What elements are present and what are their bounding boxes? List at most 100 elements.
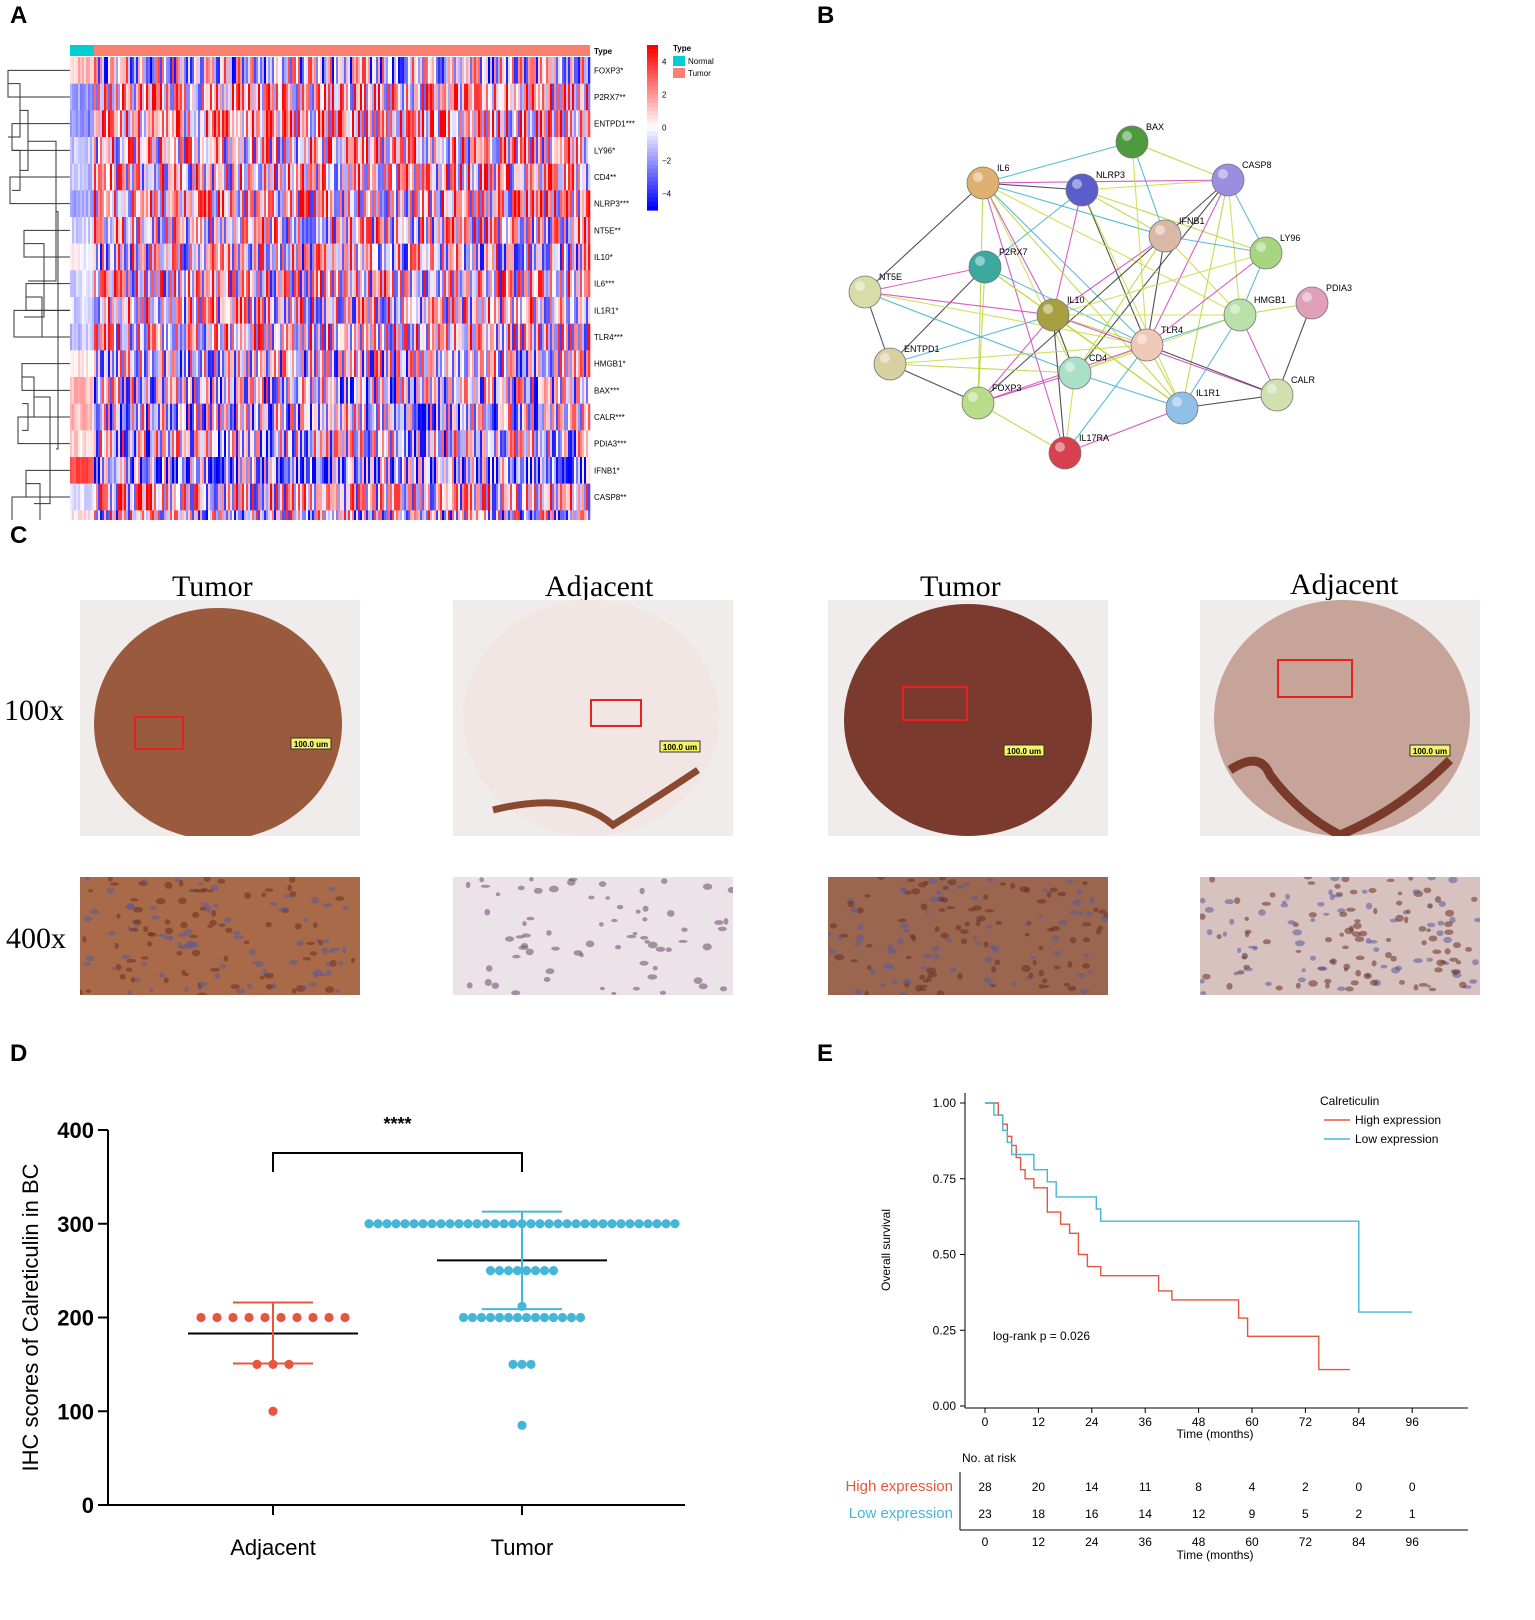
heatmap-cell xyxy=(426,457,429,484)
heatmap-cell xyxy=(218,430,221,458)
heatmap-cell xyxy=(464,430,467,458)
heatmap-cell xyxy=(198,483,201,511)
heatmap-cell xyxy=(462,510,465,520)
heatmap-cell xyxy=(432,377,435,404)
heatmap-cell xyxy=(438,137,441,164)
heatmap-cell xyxy=(514,163,517,191)
heatmap-cell xyxy=(96,377,99,404)
heatmap-cell xyxy=(452,350,455,378)
heatmap-cell xyxy=(292,297,295,324)
colorbar-step xyxy=(647,111,658,116)
heatmap-cell xyxy=(540,350,543,378)
heatmap-cell xyxy=(454,83,457,111)
heatmap-cell xyxy=(134,137,137,164)
heatmap-cell xyxy=(220,510,223,520)
heatmap-cell xyxy=(80,270,83,298)
heatmap-cell xyxy=(502,403,505,431)
heatmap-cell xyxy=(578,430,581,458)
heatmap-cell xyxy=(140,243,143,271)
heatmap-cell xyxy=(362,110,365,138)
heatmap-cell xyxy=(240,350,243,378)
heatmap-cell xyxy=(484,323,487,351)
heatmap-cell xyxy=(306,457,309,484)
heatmap-cell xyxy=(160,510,163,520)
heatmap-cell xyxy=(258,137,261,164)
heatmap-cell xyxy=(254,510,257,520)
heatmap-cell xyxy=(480,457,483,484)
heatmap-cell xyxy=(566,217,569,244)
heatmap-cell xyxy=(478,457,481,484)
heatmap-cell xyxy=(580,297,583,324)
node-highlight xyxy=(880,353,890,363)
heatmap-cell xyxy=(282,110,285,138)
heatmap-cell xyxy=(114,217,117,244)
heatmap-cell xyxy=(552,430,555,458)
heatmap-cell xyxy=(554,457,557,484)
heatmap-cell xyxy=(260,270,263,298)
heatmap-cell xyxy=(144,57,147,84)
heatmap-cell xyxy=(224,350,227,378)
heatmap-cell xyxy=(258,163,261,191)
heatmap-cell xyxy=(582,83,585,111)
heatmap-cell xyxy=(318,270,321,298)
heatmap-cell xyxy=(382,457,385,484)
heatmap-cell xyxy=(452,163,455,191)
heatmap-cell xyxy=(560,270,563,298)
heatmap-cell xyxy=(314,190,317,218)
colorbar-step xyxy=(647,189,658,195)
heatmap-cell xyxy=(244,137,247,164)
heatmap-cell xyxy=(498,457,501,484)
heatmap-cell xyxy=(90,403,93,431)
heatmap-cell xyxy=(382,270,385,298)
heatmap-cell xyxy=(114,510,117,520)
heatmap-cell xyxy=(102,243,105,271)
heatmap-cell xyxy=(400,83,403,111)
heatmap-cell xyxy=(400,430,403,458)
heatmap-cell xyxy=(554,110,557,138)
heatmap-cell xyxy=(300,270,303,298)
heatmap-cell xyxy=(512,110,515,138)
colorbar-step xyxy=(647,193,658,199)
heatmap-cell xyxy=(582,403,585,431)
heatmap-cell xyxy=(118,270,121,298)
heatmap-cell xyxy=(580,323,583,351)
heatmap-cell xyxy=(358,483,361,511)
heatmap-cell xyxy=(362,457,365,484)
heatmap-cell xyxy=(404,430,407,458)
heatmap-cell xyxy=(174,350,177,378)
heatmap-cell xyxy=(242,110,245,138)
heatmap-cell xyxy=(514,110,517,138)
node-highlight xyxy=(1122,131,1132,141)
heatmap-cell xyxy=(174,297,177,324)
heatmap-cell xyxy=(132,137,135,164)
heatmap-cell xyxy=(486,403,489,431)
heatmap-cell xyxy=(562,377,565,404)
heatmap-cell xyxy=(540,323,543,351)
heatmap-cell xyxy=(350,323,353,351)
heatmap-cell xyxy=(208,270,211,298)
heatmap-cell xyxy=(144,137,147,164)
heatmap-cell xyxy=(360,483,363,511)
heatmap-cell xyxy=(180,110,183,138)
heatmap-cell xyxy=(248,483,251,511)
heatmap-cell xyxy=(352,457,355,484)
heatmap-cell xyxy=(488,110,491,138)
heatmap-cell xyxy=(160,457,163,484)
heatmap-cell xyxy=(468,110,471,138)
heatmap-cell xyxy=(572,57,575,84)
heatmap-cell xyxy=(222,83,225,111)
heatmap-cell xyxy=(410,377,413,404)
heatmap-cell xyxy=(452,483,455,511)
heatmap-cell xyxy=(476,217,479,244)
heatmap-cell xyxy=(204,457,207,484)
heatmap-cell xyxy=(230,403,233,431)
heatmap-cell xyxy=(574,377,577,404)
heatmap-cell xyxy=(498,57,501,84)
heatmap-cell xyxy=(274,217,277,244)
heatmap-cell xyxy=(512,457,515,484)
heatmap-cell xyxy=(278,137,281,164)
heatmap-cell xyxy=(338,323,341,351)
heatmap-cell xyxy=(272,323,275,351)
heatmap-cell xyxy=(286,217,289,244)
heatmap-cell xyxy=(164,217,167,244)
